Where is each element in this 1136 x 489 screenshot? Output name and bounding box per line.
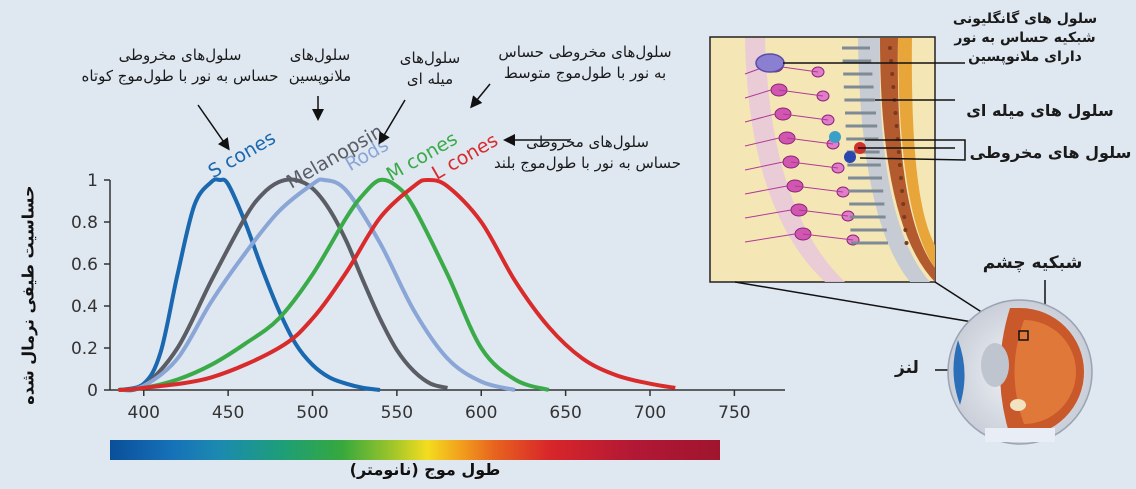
pigment-cell <box>904 241 909 245</box>
y-tick-label: 0.2 <box>71 339 98 359</box>
pigment-cell <box>901 202 906 206</box>
pigment-cell <box>897 163 902 167</box>
x-tick-label: 500 <box>296 403 328 423</box>
annotation-line: سلول‌های <box>289 46 351 64</box>
x-tick-label: 700 <box>634 403 666 423</box>
x-tick-label: 600 <box>465 403 497 423</box>
x-tick-label: 750 <box>718 403 750 423</box>
curve-m-cones <box>118 177 550 392</box>
pigment-cell <box>899 176 903 180</box>
pigment-cell <box>891 85 896 89</box>
neuron-axon <box>744 113 776 123</box>
annotation-line: سلول‌های مخروطی <box>526 133 649 151</box>
neuron-link <box>786 137 834 145</box>
curve-l-cones <box>118 177 676 392</box>
annotation-line: سلول‌های مخروطی حساس <box>498 43 672 61</box>
y-tick-label: 1 <box>87 171 98 191</box>
annotation-line: به نور با طول‌موج متوسط <box>503 64 667 82</box>
annotation-s-cones: سلول‌های مخروطی حساس به نور با طول‌موج ک… <box>80 45 280 87</box>
pigment-cell <box>902 215 907 219</box>
neuron-link <box>794 185 844 193</box>
neuron-axon <box>744 209 792 219</box>
annotation-arrows <box>197 83 570 151</box>
neuron-axon <box>744 185 788 195</box>
curve-s-cones <box>117 177 381 392</box>
y-tick-label: 0 <box>87 381 98 401</box>
label-retina: شبکیه چشم <box>982 253 1083 273</box>
label-ganglion-cells: سلول های گانگلیونی شبکیه حساس به نور دار… <box>935 10 1115 67</box>
neuron-link <box>790 161 839 169</box>
y-tick-label: 0.8 <box>71 213 98 233</box>
label-line: شبکیه حساس به نور <box>954 30 1096 46</box>
retina-inset <box>709 36 936 283</box>
neuron-link <box>802 233 854 241</box>
pigment-cell <box>894 124 899 128</box>
label-line: دارای ملانوپسین <box>968 49 1082 65</box>
y-axis-label: حساسیت طیفی نرمال شده <box>18 185 38 405</box>
annotation-l-cones: سلول‌های مخروطی حساس به نور با طول‌موج ب… <box>480 132 695 174</box>
pigment-cell <box>896 150 901 154</box>
annotation-melanopsin: سلول‌های ملانوپسین <box>270 45 370 87</box>
x-tick-label: 550 <box>381 403 413 423</box>
chart-axes <box>109 180 785 391</box>
annotation-line: حساس به نور با طول‌موج کوتاه <box>81 67 279 85</box>
neuron-axon <box>744 89 772 99</box>
pigment-cell <box>890 72 895 76</box>
annotation-m-cones: سلول‌های مخروطی حساس به نور با طول‌موج م… <box>475 42 695 84</box>
pigment-cell <box>893 111 898 115</box>
annotation-rods: سلول‌های میله ای <box>385 48 475 90</box>
y-tick-labels: 0 0.2 0.4 0.6 0.8 1 <box>71 171 110 401</box>
pigment-cell <box>900 189 905 193</box>
neuron-link <box>798 209 849 217</box>
y-tick-label: 0.4 <box>71 297 98 317</box>
neuron-axon <box>744 233 796 243</box>
retina-photoreceptors <box>842 46 909 245</box>
curve-label: S cones <box>205 127 280 183</box>
label-rod-cells: سلول های میله ای <box>966 101 1114 120</box>
neuron-link <box>778 89 824 97</box>
x-tick-label: 400 <box>128 403 160 423</box>
sensitivity-curves <box>117 177 676 393</box>
label-cone-cells: سلول های مخروطی <box>969 143 1132 162</box>
label-lens: لنز <box>895 358 919 378</box>
neuron-axon <box>744 161 784 171</box>
curve-rods <box>118 177 516 392</box>
x-axis-label: طول موج (نانومتر) <box>349 460 501 479</box>
y-tick-label: 0.6 <box>71 255 98 275</box>
label-line: سلول های گانگلیونی <box>952 11 1098 27</box>
neuron-link <box>782 113 829 121</box>
annotation-line: حساس به نور با طول‌موج بلند <box>493 154 682 172</box>
neuron-axon <box>744 137 780 147</box>
pigment-cell <box>889 59 894 63</box>
pigment-cell <box>888 46 892 50</box>
annotation-line: میله ای <box>406 70 454 88</box>
annotation-line: سلول‌های <box>399 49 461 67</box>
retina-neurons <box>744 59 860 246</box>
visible-spectrum-bar <box>110 440 720 460</box>
annotation-line: سلول‌های مخروطی <box>118 46 242 64</box>
curve-melanopsin <box>118 177 448 393</box>
pigment-cell <box>903 228 908 232</box>
annotation-line: ملانوپسین <box>288 67 352 85</box>
eye-illustration <box>947 299 1093 445</box>
x-tick-label: 450 <box>212 403 244 423</box>
x-tick-label: 650 <box>549 403 581 423</box>
x-tick-labels: 400 450 500 550 600 650 700 750 <box>128 390 751 423</box>
